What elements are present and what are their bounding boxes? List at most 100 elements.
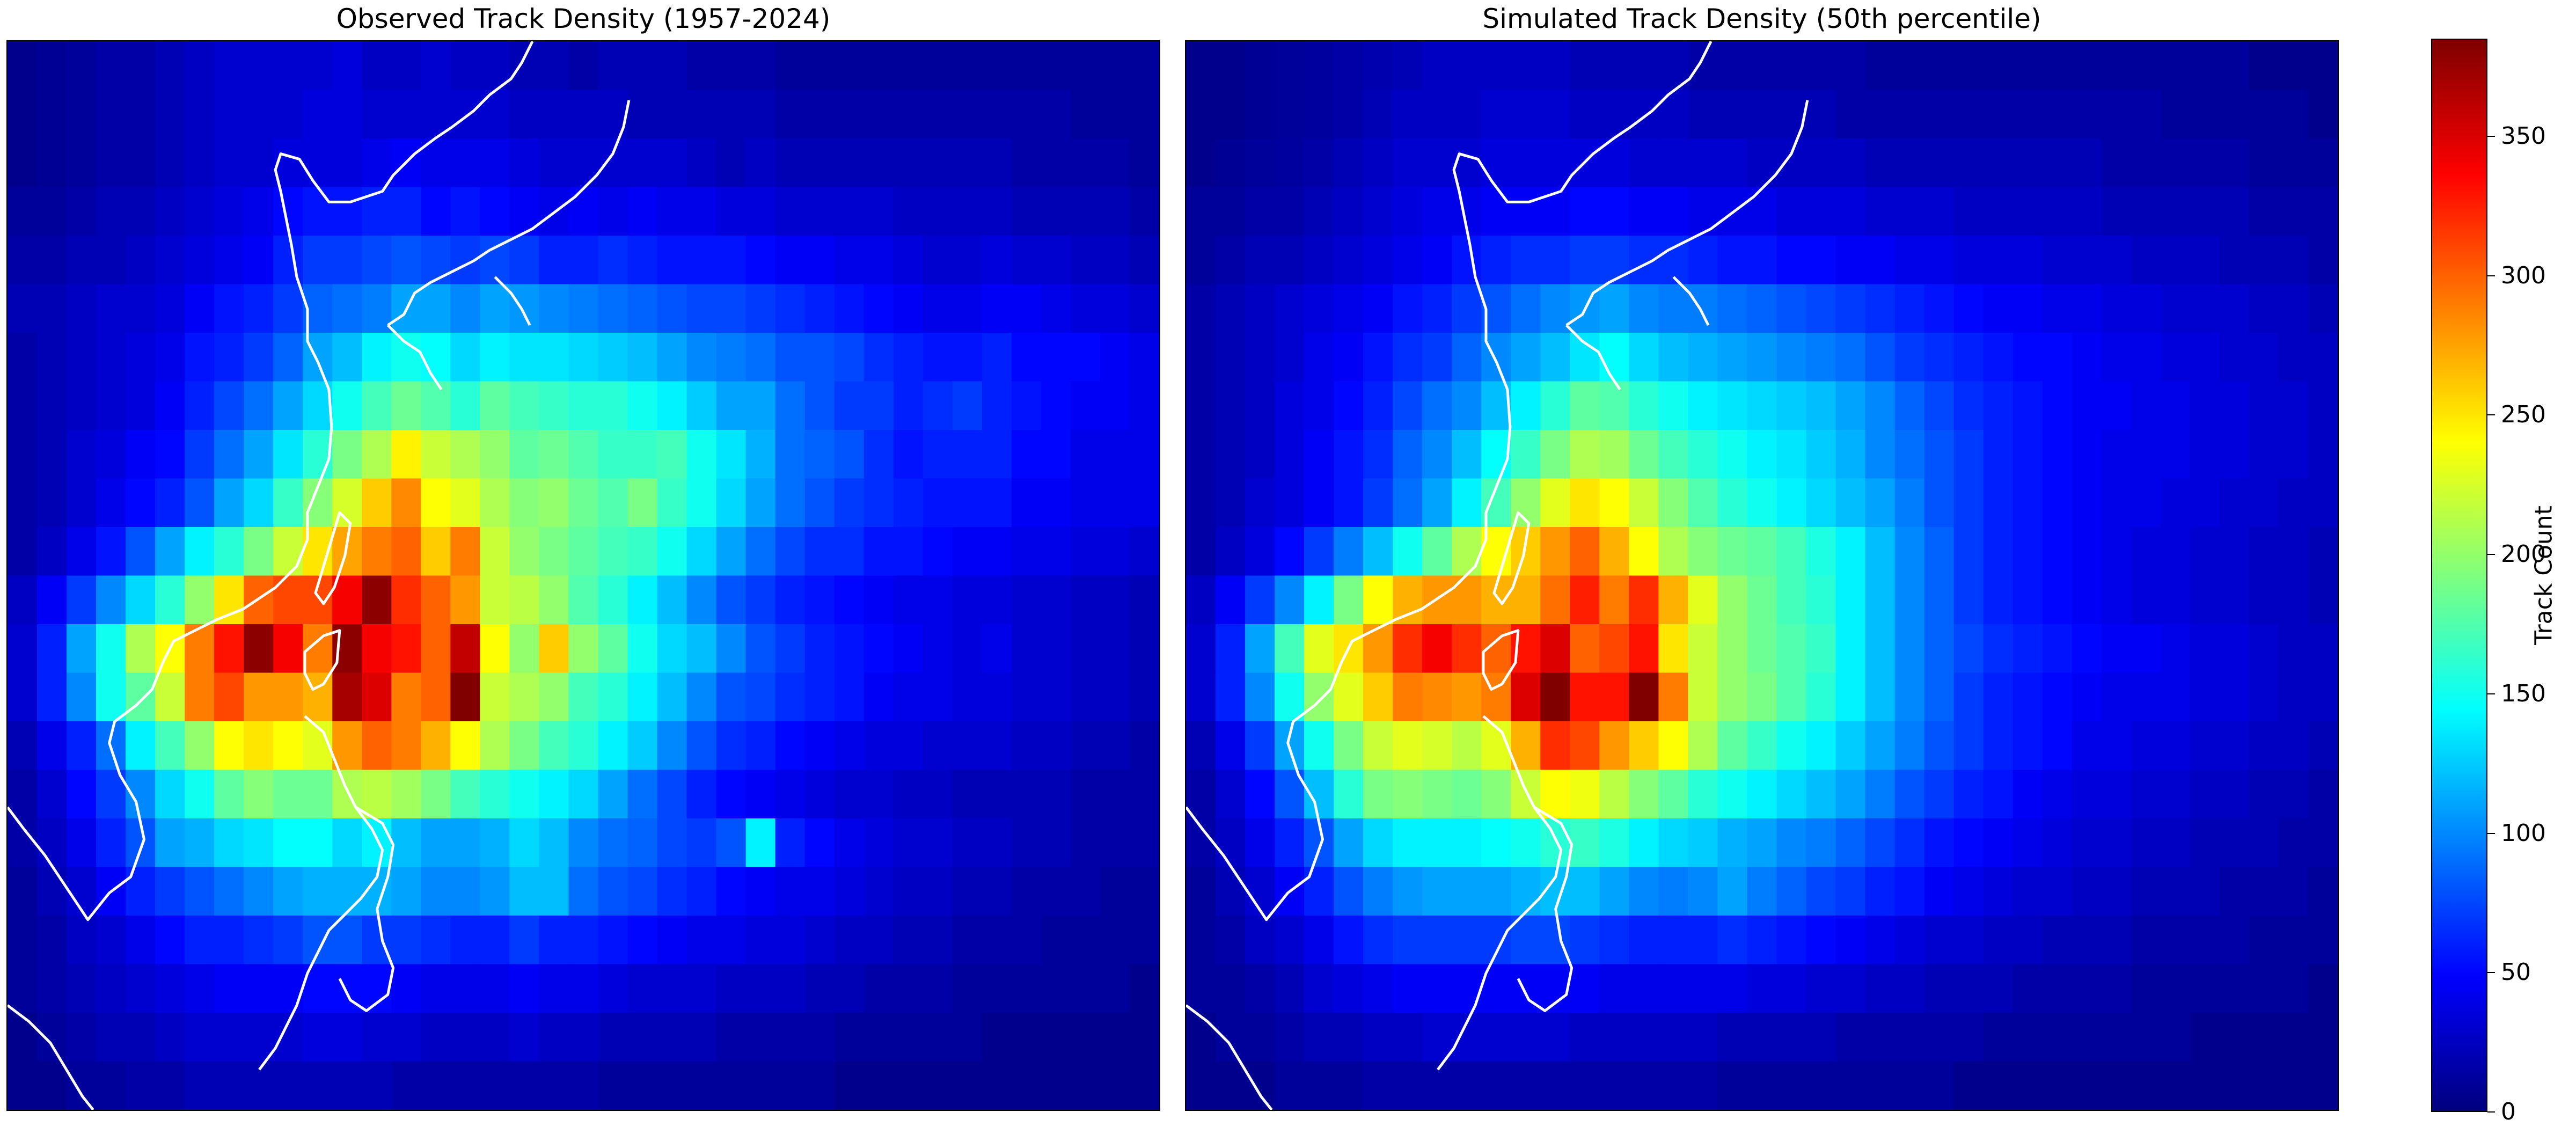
simulated-cell-r8-c17 (1688, 429, 1718, 479)
simulated-cell-r4-c20 (1776, 236, 1807, 285)
colorbar-tick-label: 300 (2501, 261, 2546, 289)
observed-cell-r15-c2 (67, 770, 97, 819)
simulated-coastline-6 (1437, 715, 1563, 1071)
observed-cell-r17-c36 (1070, 867, 1101, 916)
simulated-cell-r15-c32 (2131, 770, 2161, 819)
simulated-cell-r15-c34 (2190, 770, 2220, 819)
observed-cell-r10-c25 (745, 527, 776, 576)
observed-cell-r8-c7 (214, 429, 244, 479)
observed-cell-r2-c22 (657, 138, 687, 188)
colorbar-tick-mark (2487, 1111, 2495, 1113)
observed-cell-r17-c8 (244, 867, 274, 916)
observed-cell-r5-c37 (1100, 284, 1130, 333)
simulated-cell-r11-c13 (1570, 575, 1600, 625)
simulated-cell-r1-c34 (2190, 90, 2220, 139)
observed-cell-r19-c20 (598, 964, 628, 1013)
observed-cell-r9-c35 (1041, 478, 1071, 528)
observed-cell-r4-c14 (421, 236, 451, 285)
simulated-cell-r0-c2 (1245, 41, 1275, 91)
observed-cell-r4-c3 (96, 236, 126, 285)
observed-cell-r13-c12 (362, 672, 392, 722)
observed-cell-r19-c23 (686, 964, 717, 1013)
simulated-cell-r0-c27 (1983, 41, 2014, 91)
simulated-cell-r11-c0 (1186, 575, 1216, 625)
simulated-cell-r19-c34 (2190, 964, 2220, 1013)
simulated-cell-r3-c3 (1275, 187, 1305, 236)
simulated-cell-r18-c17 (1688, 915, 1718, 965)
simulated-cell-r0-c17 (1688, 41, 1718, 91)
simulated-cell-r13-c28 (2012, 672, 2043, 722)
simulated-cell-r2-c34 (2190, 138, 2220, 188)
simulated-cell-r20-c32 (2131, 1013, 2161, 1062)
simulated-cell-r3-c31 (2101, 187, 2132, 236)
observed-cell-r18-c25 (745, 915, 776, 965)
simulated-cell-r4-c27 (1983, 236, 2014, 285)
simulated-cell-r4-c13 (1570, 236, 1600, 285)
simulated-cell-r18-c24 (1894, 915, 1925, 965)
simulated-cell-r4-c38 (2308, 236, 2338, 285)
simulated-cell-r13-c19 (1747, 672, 1777, 722)
simulated-cell-r17-c28 (2012, 867, 2043, 916)
observed-cell-r14-c21 (627, 721, 658, 771)
observed-cell-r4-c34 (1011, 236, 1042, 285)
observed-cell-r13-c24 (716, 672, 747, 722)
observed-cell-r11-c1 (37, 575, 67, 625)
observed-cell-r17-c5 (155, 867, 185, 916)
simulated-cell-r3-c8 (1422, 187, 1452, 236)
observed-cell-r8-c4 (126, 429, 156, 479)
observed-cell-r17-c22 (657, 867, 687, 916)
observed-cell-r18-c0 (8, 915, 38, 965)
observed-cell-r16-c37 (1100, 818, 1130, 868)
simulated-cell-r8-c7 (1393, 429, 1423, 479)
observed-cell-r19-c30 (893, 964, 924, 1013)
simulated-cell-r7-c14 (1599, 381, 1629, 430)
simulated-cell-r3-c38 (2308, 187, 2338, 236)
simulated-cell-r6-c15 (1629, 332, 1659, 382)
simulated-cell-r11-c37 (2278, 575, 2309, 625)
observed-cell-r0-c15 (450, 41, 481, 91)
simulated-cell-r9-c3 (1275, 478, 1305, 528)
simulated-cell-r17-c37 (2278, 867, 2309, 916)
simulated-cell-r21-c6 (1363, 1061, 1393, 1110)
observed-cell-r0-c5 (155, 41, 185, 91)
observed-cell-r20-c7 (214, 1013, 244, 1062)
simulated-cell-r8-c5 (1334, 429, 1364, 479)
simulated-cell-r21-c33 (2160, 1061, 2191, 1110)
observed-cell-r12-c25 (745, 624, 776, 674)
observed-cell-r16-c25 (745, 818, 776, 868)
simulated-cell-r4-c0 (1186, 236, 1216, 285)
observed-cell-r13-c38 (1129, 672, 1159, 722)
observed-coastline-8 (8, 1004, 94, 1110)
observed-cell-r2-c1 (37, 138, 67, 188)
observed-cell-r11-c15 (450, 575, 481, 625)
observed-cell-r8-c20 (598, 429, 628, 479)
observed-cell-r13-c11 (332, 672, 362, 722)
simulated-cell-r16-c11 (1511, 818, 1541, 868)
observed-cell-r18-c7 (214, 915, 244, 965)
simulated-cell-r14-c15 (1629, 721, 1659, 771)
simulated-cell-r8-c10 (1481, 429, 1511, 479)
observed-cell-r21-c31 (923, 1061, 953, 1110)
simulated-cell-r2-c5 (1334, 138, 1364, 188)
simulated-cell-r15-c13 (1570, 770, 1600, 819)
observed-cell-r4-c0 (8, 236, 38, 285)
observed-cell-r10-c14 (421, 527, 451, 576)
observed-cell-r9-c21 (627, 478, 658, 528)
simulated-cell-r6-c6 (1363, 332, 1393, 382)
simulated-cell-r10-c37 (2278, 527, 2309, 576)
observed-cell-r9-c13 (391, 478, 421, 528)
simulated-cell-r15-c22 (1835, 770, 1866, 819)
simulated-cell-r21-c23 (1865, 1061, 1896, 1110)
simulated-coastline-1 (1565, 100, 1809, 327)
simulated-cell-r21-c13 (1570, 1061, 1600, 1110)
observed-coastline-7 (338, 806, 395, 1012)
simulated-cell-r20-c37 (2278, 1013, 2309, 1062)
simulated-cell-r15-c31 (2101, 770, 2132, 819)
observed-cell-r21-c12 (362, 1061, 392, 1110)
colorbar-tick-label: 0 (2501, 1098, 2516, 1125)
observed-cell-r21-c8 (244, 1061, 274, 1110)
simulated-cell-r2-c11 (1511, 138, 1541, 188)
observed-cell-r9-c20 (598, 478, 628, 528)
observed-cell-r9-c32 (952, 478, 983, 528)
simulated-cell-r5-c4 (1304, 284, 1334, 333)
